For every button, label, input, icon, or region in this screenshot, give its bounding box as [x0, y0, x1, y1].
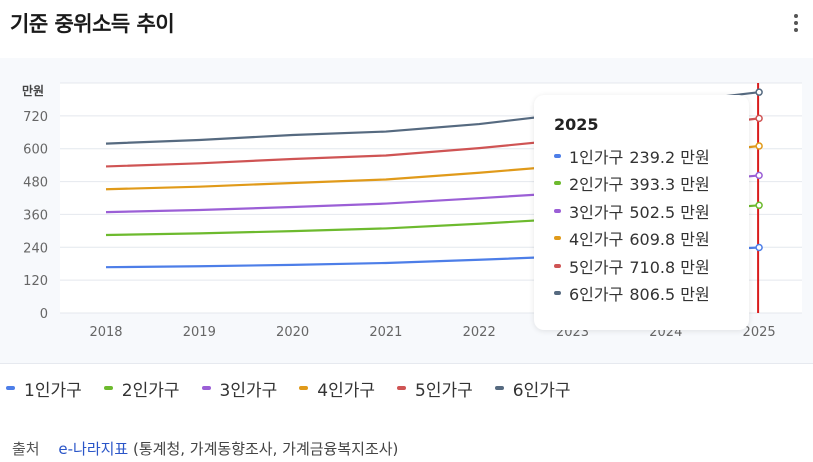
data-point-marker [755, 243, 763, 252]
legend-label: 5인가구 [415, 380, 473, 401]
legend-item[interactable]: 2인가구 [103, 376, 180, 401]
tooltip-series-value: 710.8 만원 [629, 257, 710, 277]
legend-item[interactable]: 5인가구 [397, 376, 473, 401]
legend-item[interactable]: 6인가구 [494, 376, 571, 401]
data-point-marker [755, 142, 763, 150]
source-link[interactable]: e-나라지표 [58, 440, 129, 458]
y-tick-label: 120 [23, 274, 48, 289]
y-tick-label: 720 [23, 110, 48, 125]
tooltip-series-marker [554, 153, 561, 158]
tooltip-series-label: 3인가구 [569, 202, 624, 222]
legend-marker [397, 386, 406, 390]
legend-marker [201, 386, 211, 390]
y-tick-label: 360 [23, 208, 48, 223]
source-note: (통계청, 가계동향조사, 가계금융복지조사) [133, 440, 399, 458]
source-label: 출처 [12, 440, 40, 458]
tooltip-series-label: 4인가구 [569, 230, 624, 250]
legend-marker [299, 386, 309, 390]
x-tick-label: 2022 [463, 325, 496, 340]
legend-marker [103, 386, 113, 390]
divider [0, 363, 813, 364]
tooltip-series-label: 1인가구 [569, 147, 624, 167]
x-tick-label: 2018 [89, 325, 122, 340]
data-point-marker [755, 171, 763, 180]
tooltip-series-marker [554, 208, 561, 213]
tooltip-series-value: 806.5 만원 [629, 285, 710, 305]
x-tick-label: 2021 [369, 325, 402, 340]
tooltip-series-label: 2인가구 [569, 175, 624, 195]
tooltip-series-marker [554, 181, 561, 186]
y-tick-label: 600 [23, 143, 48, 158]
legend-label: 2인가구 [121, 380, 180, 401]
x-tick-label: 2020 [276, 325, 309, 340]
tooltip-row: 2인가구 393.3 만원 [554, 170, 749, 198]
y-tick-label: 240 [23, 241, 48, 256]
tooltip-row: 3인가구 502.5 만원 [554, 197, 749, 225]
data-point-marker [755, 88, 763, 96]
legend-item[interactable]: 1인가구 [6, 376, 82, 401]
tooltip-row: 6인가구 806.5 만원 [554, 280, 749, 308]
tooltip-row: 5인가구 710.8 만원 [554, 252, 749, 280]
x-tick-label: 2025 [743, 325, 776, 340]
chart-legend: 1인가구 2인가구 3인가구 4인가구 5인가구 6인가구 [6, 375, 593, 401]
y-tick-label: 480 [23, 176, 48, 191]
tooltip-series-value: 609.8 만원 [629, 230, 710, 250]
tooltip-series-value: 502.5 만원 [629, 202, 710, 222]
legend-item[interactable]: 4인가구 [299, 376, 375, 401]
x-tick-label: 2019 [183, 325, 216, 340]
tooltip-series-value: 239.2 만원 [629, 147, 710, 167]
legend-marker [6, 386, 15, 390]
chart-tooltip: 2025 1인가구 239.2 만원 2인가구 393.3 만원 3인가구 502.5 만… [534, 95, 749, 330]
tooltip-series-label: 6인가구 [569, 285, 624, 305]
source-line: 출처 e-나라지표 (통계청, 가계동향조사, 가계금융복지조사) [12, 438, 398, 459]
tooltip-series-label: 5인가구 [569, 257, 624, 277]
data-point-marker [755, 201, 763, 210]
legend-label: 1인가구 [24, 380, 82, 401]
legend-label: 4인가구 [317, 380, 375, 401]
legend-marker [494, 386, 504, 390]
more-options-icon[interactable] [786, 10, 806, 36]
tooltip-row: 1인가구 239.2 만원 [554, 142, 749, 170]
page-title: 기준 중위소득 추이 [10, 12, 175, 36]
legend-label: 3인가구 [219, 380, 278, 401]
tooltip-title: 2025 [554, 115, 599, 134]
legend-item[interactable]: 3인가구 [201, 376, 278, 401]
legend-label: 6인가구 [512, 380, 571, 401]
tooltip-row: 4인가구 609.8 만원 [554, 225, 749, 253]
y-axis-unit: 만원 [22, 83, 44, 98]
tooltip-series-value: 393.3 만원 [629, 175, 710, 195]
tooltip-series-marker [554, 236, 561, 241]
data-point-marker [755, 114, 763, 123]
tooltip-series-marker [554, 263, 561, 268]
tooltip-series-marker [554, 291, 561, 296]
y-tick-label: 0 [40, 307, 48, 322]
